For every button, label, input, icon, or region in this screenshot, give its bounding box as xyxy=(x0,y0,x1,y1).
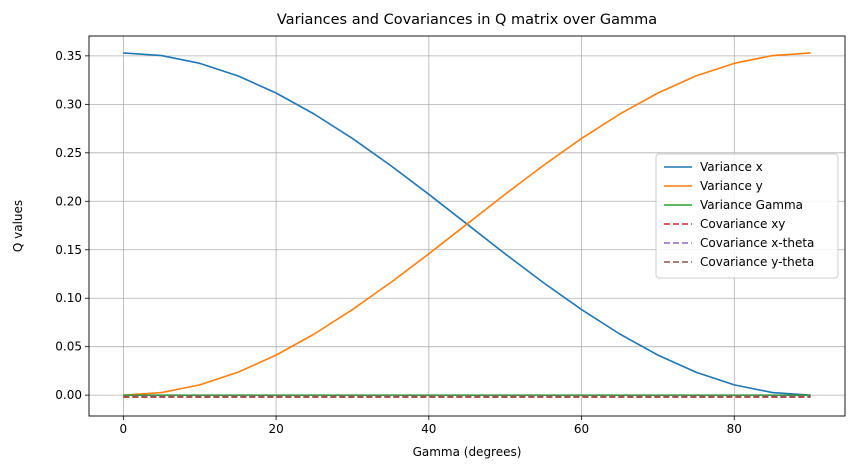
legend-label: Variance Gamma xyxy=(700,198,803,212)
y-tick-label: 0.25 xyxy=(55,146,82,160)
legend-label: Variance x xyxy=(700,160,763,174)
series-line-variance-y xyxy=(123,52,811,396)
y-axis-title: Q values xyxy=(11,200,25,252)
y-tick-label: 0.20 xyxy=(55,194,82,208)
x-tick-label: 60 xyxy=(574,422,589,436)
y-tick-label: 0.35 xyxy=(55,49,82,63)
x-tick-label: 0 xyxy=(120,422,128,436)
legend-label: Covariance xy xyxy=(700,217,785,231)
x-axis-title: Gamma (degrees) xyxy=(413,445,522,459)
x-tick-label: 40 xyxy=(421,422,436,436)
y-tick-label: 0.05 xyxy=(55,340,82,354)
legend-label: Variance y xyxy=(700,179,763,193)
tick-layer: 0 20 40 60 80 0.00 0.05 0.10 0.15 0.20 0.25 0.30 0.3… xyxy=(55,49,742,436)
legend-label: Covariance y-theta xyxy=(700,255,814,269)
legend-label: Covariance x-theta xyxy=(700,236,814,250)
legend: Variance x Variance y Variance Gamma Covari… xyxy=(655,153,839,279)
plot-frame xyxy=(88,35,846,417)
x-tick-label: 20 xyxy=(268,422,283,436)
legend-box xyxy=(655,153,839,279)
y-tick-label: 0.10 xyxy=(55,291,82,305)
y-tick-label: 0.30 xyxy=(55,97,82,111)
y-tick-label: 0.15 xyxy=(55,243,82,257)
y-tick-label: 0.00 xyxy=(55,388,82,402)
x-tick-label: 80 xyxy=(727,422,742,436)
series-layer xyxy=(123,52,811,398)
chart-title: Variances and Covariances in Q matrix ov… xyxy=(277,12,657,28)
